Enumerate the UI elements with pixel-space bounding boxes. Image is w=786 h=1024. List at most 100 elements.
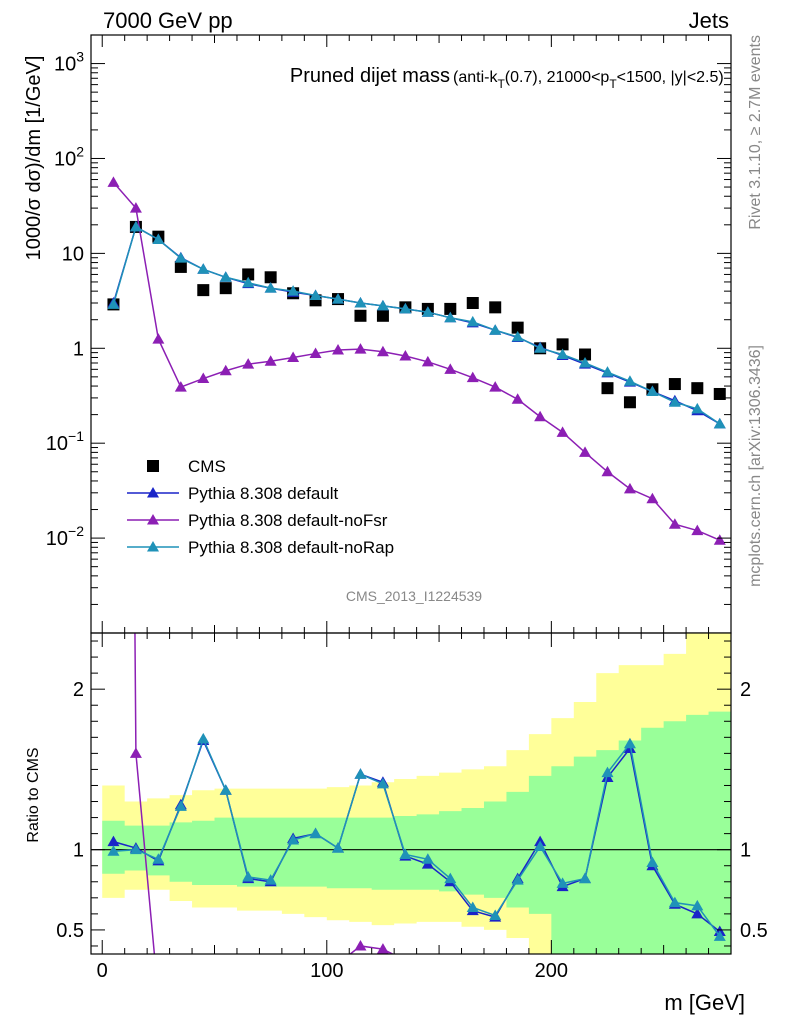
legend-label: Pythia 8.308 default-noFsr (188, 511, 388, 530)
data-point (354, 297, 367, 308)
series-pythia-8-308-default-nofsr (107, 176, 726, 545)
legend-marker (147, 541, 159, 552)
ratio-point (534, 840, 547, 851)
data-point (332, 343, 345, 355)
data-point (601, 366, 614, 377)
data-point (287, 351, 300, 362)
y-axis-label: 1000/σ dσ)/dm [1/GeV] (23, 56, 45, 261)
data-point (354, 309, 367, 322)
data-point (354, 343, 367, 354)
data-point (399, 349, 412, 361)
data-point (668, 378, 681, 391)
data-point (197, 284, 210, 297)
data-point (219, 271, 232, 282)
ratio-point (242, 870, 255, 882)
x-tick-label: 100 (310, 960, 343, 982)
ratio-point (129, 843, 142, 855)
data-point (623, 396, 636, 409)
ratio-point (421, 853, 434, 864)
ratio-y-tick-label: 1 (73, 840, 84, 862)
data-point (623, 482, 636, 494)
ratio-point (623, 737, 636, 749)
data-point (623, 375, 636, 386)
ratio-y-tick-label: 2 (73, 679, 84, 701)
ratio-point (354, 939, 367, 951)
data-point (376, 309, 389, 322)
data-point (646, 492, 659, 504)
data-point (511, 393, 524, 404)
data-point (579, 348, 592, 361)
legend-marker (147, 460, 159, 472)
ratio-y-tick-label: 0.5 (56, 920, 84, 942)
mcplots-label: mcplots.cern.ch [arXiv:1306.3436] (747, 345, 764, 587)
data-point (601, 465, 614, 477)
data-point (713, 417, 726, 429)
analysis-label: CMS_2013_I1224539 (346, 588, 482, 604)
legend-label: Pythia 8.308 default (188, 484, 339, 503)
legend: CMS Pythia 8.308 default Pythia 8.308 defa… (127, 457, 394, 557)
data-point (242, 276, 255, 288)
series-line (112, 225, 721, 425)
ratio-point (444, 872, 457, 884)
ratio-point (309, 827, 322, 839)
data-point (489, 381, 502, 392)
data-point (489, 324, 502, 335)
ratio-y-tick-label: 1 (740, 840, 751, 862)
main-plot-frame (90, 34, 732, 634)
data-point (264, 271, 277, 284)
ratio-line (113, 736, 721, 937)
data-point (219, 282, 232, 295)
data-point (197, 372, 210, 384)
ratio-point (646, 856, 659, 868)
y-tick-label: 10−2 (46, 523, 84, 550)
data-point (399, 302, 412, 314)
data-point (174, 252, 187, 263)
x-axis-label: m [GeV] (664, 990, 745, 1015)
data-point (579, 356, 592, 368)
data-point (197, 263, 210, 274)
rivet-label: Rivet 3.1.10, ≥ 2.7M events (747, 35, 764, 230)
data-point (691, 524, 704, 536)
data-point (309, 347, 322, 359)
x-tick-label: 200 (535, 960, 568, 982)
data-point (511, 330, 524, 342)
ratio-point (466, 901, 479, 912)
data-point (421, 355, 434, 367)
ratio-plot-frame (90, 632, 732, 955)
legend-label: CMS (188, 457, 226, 476)
ratio-point (152, 853, 165, 864)
data-point (556, 426, 569, 437)
ratio-point (556, 877, 569, 888)
data-point (556, 338, 569, 351)
ratio-y-tick-label: 0.5 (740, 920, 768, 942)
data-point (152, 333, 165, 344)
data-point (376, 345, 389, 357)
data-point (264, 282, 277, 293)
ratio-point (668, 896, 681, 908)
ratio-point (511, 874, 524, 885)
ratio-point (287, 834, 300, 845)
data-point (376, 299, 389, 311)
ratio-point (107, 845, 120, 856)
ratio-point (713, 930, 726, 941)
ratio-plot: 0.5 0.5 1 1 2 2 0 100 200 Ratio to CMS m [GeV] (25, 632, 768, 1015)
chart-title: Pruned dijet mass (290, 65, 450, 87)
ratio-series-pythia-8-308-default-nofsr (129, 633, 395, 954)
ratio-point (376, 777, 389, 789)
ratio-point (354, 768, 367, 779)
ratio-point (219, 784, 232, 795)
ratio-y-tick-label: 2 (740, 679, 751, 701)
data-point (601, 382, 614, 395)
data-point (579, 446, 592, 457)
data-point (466, 315, 479, 327)
data-point (668, 396, 681, 407)
ratio-point (197, 732, 210, 744)
data-point (242, 358, 255, 369)
data-point (242, 268, 255, 281)
y-tick-label: 102 (54, 143, 84, 170)
ratio-point (691, 899, 704, 911)
ratio-point (332, 842, 345, 853)
chart-subtitle: (anti-kT(0.7), 21000<pT<1500, |y|<2.5) (453, 69, 724, 91)
beam-label: 7000 GeV pp (103, 8, 233, 33)
ratio-point (399, 848, 412, 859)
